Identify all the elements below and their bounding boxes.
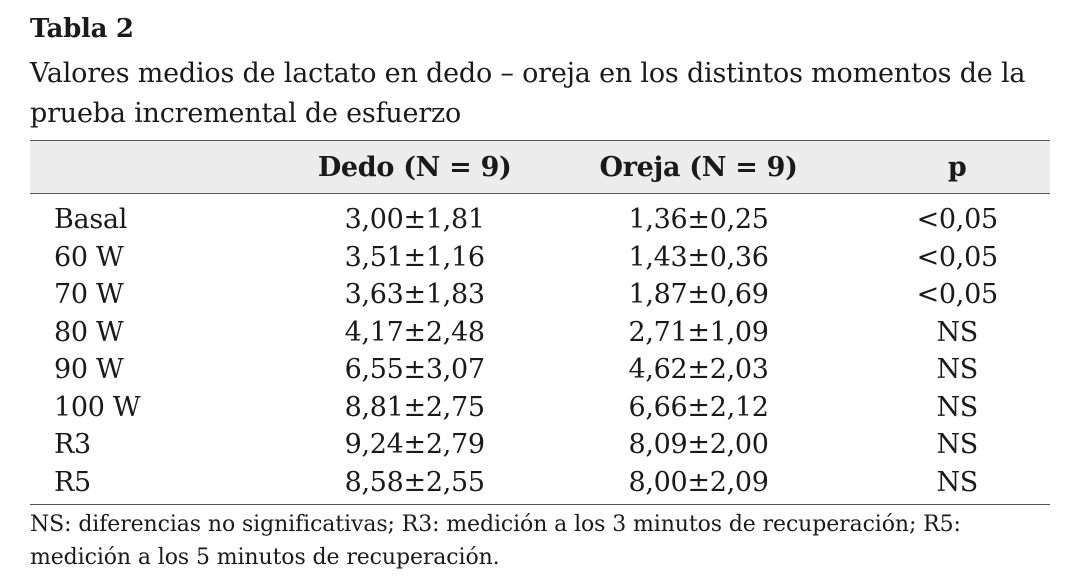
header-row-label [30, 140, 297, 194]
cell-p: NS [936, 429, 978, 460]
table-row: 100 W 8,81±2,75 6,66±2,12 NS [30, 389, 1050, 427]
table-row: Basal 3,00±1,81 1,36±0,25 <0,05 [30, 194, 1050, 239]
row-label: 60 W [54, 241, 124, 273]
cell-p: NS [864, 463, 1050, 505]
table-caption: Valores medios de lactato en dedo – orej… [30, 58, 1026, 129]
row-label: 100 W [54, 391, 141, 423]
cell-p: <0,05 [916, 241, 999, 273]
cell-dedo: 8,81±2,75 [344, 391, 485, 423]
row-label: 70 W [54, 279, 124, 310]
table-row: R3 9,24±2,79 8,09±2,00 NS [30, 426, 1050, 464]
row-label: Basal [54, 204, 128, 235]
table-row: 90 W 6,55±3,07 4,62±2,03 NS [30, 351, 1050, 389]
cell-dedo: 3,63±1,83 [344, 279, 485, 310]
cell-oreja: 8,00±2,09 [532, 463, 865, 505]
table-row: R5 8,58±2,55 8,00±2,09 NS [30, 463, 1050, 505]
cell-dedo: 6,55±3,07 [344, 354, 485, 385]
cell-oreja: 1,87±0,69 [628, 279, 769, 310]
cell-dedo: 3,00±1,81 [344, 204, 485, 235]
cell-dedo: 4,17±2,48 [344, 316, 485, 348]
cell-dedo: 8,58±2,55 [296, 463, 533, 505]
header-oreja: Oreja (N = 9) [532, 140, 865, 194]
table-header-row: Dedo (N = 9) Oreja (N = 9) p [30, 140, 1050, 194]
row-label: 90 W [54, 354, 124, 385]
lactate-table: Dedo (N = 9) Oreja (N = 9) p Basal 3,00±… [30, 140, 1050, 505]
cell-oreja: 4,62±2,03 [628, 354, 769, 385]
header-dedo: Dedo (N = 9) [296, 140, 533, 194]
cell-oreja: 8,09±2,00 [628, 429, 769, 460]
cell-oreja: 6,66±2,12 [628, 391, 769, 423]
cell-p: <0,05 [916, 204, 999, 235]
cell-p: NS [936, 354, 978, 385]
table-row: 80 W 4,17±2,48 2,71±1,09 NS [30, 314, 1050, 352]
cell-oreja: 1,43±0,36 [628, 241, 769, 273]
table-label: Tabla 2 [30, 14, 134, 44]
cell-dedo: 3,51±1,16 [344, 241, 485, 273]
row-label: R5 [30, 463, 297, 505]
cell-p: NS [936, 316, 978, 348]
row-label: R3 [54, 429, 91, 460]
table-row: 60 W 3,51±1,16 1,43±0,36 <0,05 [30, 239, 1050, 277]
row-label: 80 W [54, 316, 124, 348]
cell-dedo: 9,24±2,79 [344, 429, 485, 460]
cell-oreja: 2,71±1,09 [628, 316, 769, 348]
header-p: p [864, 140, 1050, 194]
table-row: 70 W 3,63±1,83 1,87±0,69 <0,05 [30, 276, 1050, 314]
cell-oreja: 1,36±0,25 [628, 204, 769, 235]
table-footnote: NS: diferencias no significativas; R3: m… [30, 512, 961, 570]
cell-p: NS [936, 391, 978, 423]
cell-p: <0,05 [916, 279, 999, 310]
